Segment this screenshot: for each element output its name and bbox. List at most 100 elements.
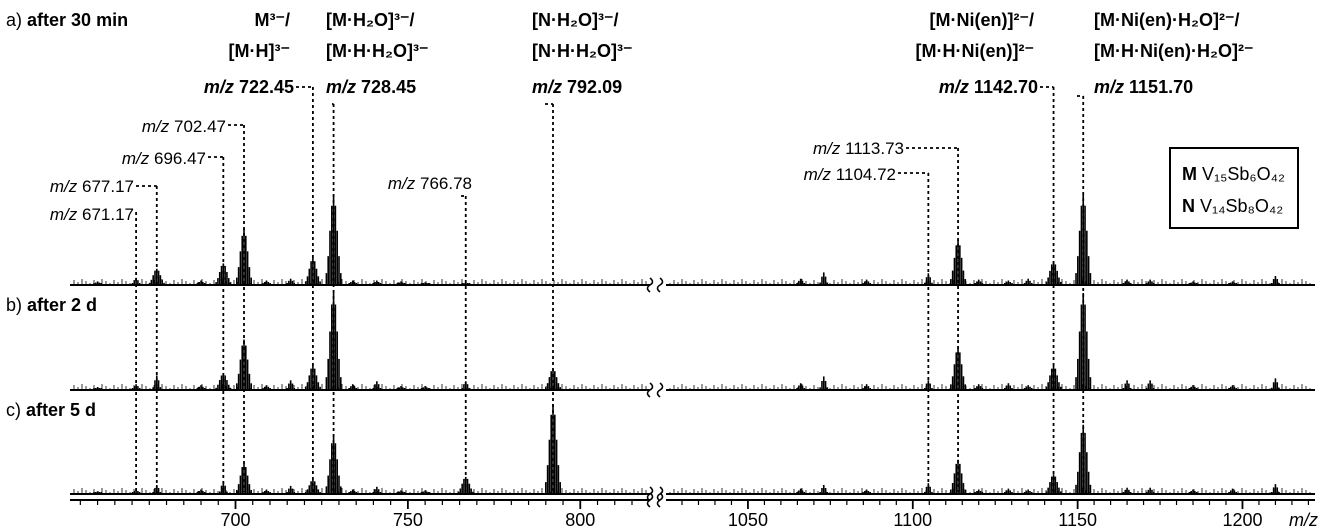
peak-702.47: [236, 463, 253, 494]
ion-label-722: M³⁻/ [M·H]³⁻ m/z 722.45: [204, 10, 294, 97]
peak-1165: [1122, 279, 1132, 285]
peak-696.47: [215, 373, 232, 390]
panel-label-a: a) after 30 min: [6, 10, 128, 30]
mz-label-1104: m/z 1104.72: [804, 165, 896, 184]
peak-677.17: [152, 375, 162, 390]
spectrum-panel-a: [70, 195, 1315, 293]
peak-755: [420, 386, 430, 390]
x-tick-label-1150: 1150: [1058, 510, 1097, 529]
peak-728.45: [325, 436, 342, 494]
peak-1142.7: [1045, 261, 1062, 285]
panel-label-c: c) after 5 d: [6, 400, 96, 420]
peak-748: [396, 281, 406, 285]
peak-722.45: [304, 258, 321, 285]
legend-item-M: M V₁₅Sb₆O₄₂: [1182, 164, 1285, 184]
peak-1151.7: [1075, 424, 1092, 494]
mz-label-702: m/z 702.47: [142, 117, 226, 136]
legend: M V₁₅Sb₆O₄₂ N V₁₄Sb₈O₄₂: [1169, 147, 1299, 229]
mz-label-766: m/z 766.78: [388, 174, 472, 193]
legend-item-N: N V₁₄Sb₈O₄₂: [1182, 196, 1283, 216]
peak-755: [420, 490, 430, 494]
peak-741: [372, 486, 382, 494]
peak-755: [420, 282, 430, 285]
peak-1185: [1188, 489, 1198, 494]
peak-1104.72: [923, 380, 933, 390]
peak-702.47: [236, 339, 253, 390]
ion-label-1142-line1: [M·Ni(en)]²⁻/: [930, 10, 1034, 30]
peak-660: [93, 491, 102, 494]
peak-690: [196, 280, 206, 285]
ion-label-728-line1: [M·H₂O]³⁻/: [326, 10, 414, 30]
mz-label-696: m/z 696.47: [122, 149, 206, 168]
ion-label-1151-line2: [M·H·Ni(en)·H₂O]²⁻: [1094, 41, 1253, 61]
ion-label-792-line2: [N·H·H₂O]³⁻: [532, 41, 632, 61]
peak-728.45: [325, 293, 342, 390]
peak-741: [372, 280, 382, 285]
ion-label-792-mz: m/z 792.09: [532, 77, 622, 97]
x-tick-label-700: 700: [220, 510, 250, 529]
ion-label-728-line2: [M·H·H₂O]³⁻: [326, 41, 428, 61]
ion-label-1151-mz: m/z 1151.70: [1094, 77, 1193, 97]
peak-1086: [862, 279, 872, 285]
x-tick-label-1100: 1100: [893, 510, 932, 529]
ion-label-722-line1: M³⁻/: [255, 10, 291, 30]
ion-label-792-line1: [N·H₂O]³⁻/: [532, 10, 618, 30]
peak-741: [372, 381, 382, 390]
peak-690: [196, 385, 206, 390]
peak-677.17: [148, 268, 165, 285]
peak-1120: [974, 279, 984, 285]
x-tick-label-1050: 1050: [728, 510, 768, 529]
ion-label-792: [N·H₂O]³⁻/ [N·H·H₂O]³⁻ m/z 792.09: [532, 10, 632, 97]
ion-label-728-mz: m/z 728.45: [326, 77, 416, 97]
ion-label-1142: [M·Ni(en)]²⁻/ [M·H·Ni(en)]²⁻ m/z 1142.70: [916, 10, 1038, 97]
x-axis: 700 750 800 1050 1100 1150 1200 m/z: [70, 492, 1318, 529]
peak-709: [262, 489, 271, 494]
peak-1142.7: [1045, 365, 1062, 390]
spectrum-panel-c: [70, 404, 1315, 502]
mz-label-1113: m/z 1113.73: [813, 139, 904, 158]
peak-1165: [1122, 487, 1132, 494]
peak-671.17: [131, 277, 141, 285]
x-tick-label-1200: 1200: [1222, 510, 1262, 529]
peak-1120: [974, 384, 984, 390]
ion-label-722-line2: [M·H]³⁻: [229, 41, 290, 61]
x-tick-label-800: 800: [565, 510, 595, 529]
peak-1151.7: [1075, 195, 1092, 285]
x-axis-label: m/z: [1289, 510, 1318, 529]
ion-label-1151-line1: [M·Ni(en)·H₂O]²⁻/: [1094, 10, 1239, 30]
ion-label-1142-line2: [M·H·Ni(en)]²⁻: [916, 41, 1034, 61]
peak-734: [348, 384, 358, 390]
mz-label-671: m/z 671.17: [50, 205, 134, 224]
peak-702.47: [236, 229, 253, 285]
peak-696.47: [215, 263, 232, 285]
ion-label-1151: [M·Ni(en)·H₂O]²⁻/ [M·H·Ni(en)·H₂O]²⁻ m/z…: [1094, 10, 1253, 97]
peak-748: [396, 490, 406, 494]
mz-label-677: m/z 677.17: [50, 177, 134, 196]
x-axis-break-mark: [646, 492, 664, 508]
peak-709: [262, 385, 271, 390]
peak-1066: [796, 488, 806, 494]
peak-1113.73: [950, 240, 967, 285]
peak-1185: [1188, 281, 1198, 285]
peak-696.47: [218, 481, 228, 494]
peak-734: [348, 280, 358, 285]
peak-1113.73: [950, 459, 967, 494]
peak-709: [262, 280, 271, 285]
peak-716: [286, 485, 296, 494]
peak-1086: [862, 384, 872, 390]
peak-1165: [1122, 380, 1132, 390]
spectra: [70, 195, 1315, 502]
peak-660: [93, 387, 102, 390]
peak-671.17: [131, 384, 141, 390]
peak-716: [286, 278, 296, 285]
peak-716: [286, 380, 296, 390]
peak-1066: [796, 383, 806, 390]
ion-label-1142-mz: m/z 1142.70: [939, 77, 1038, 97]
peak-1142.7: [1045, 474, 1062, 494]
peak-1086: [862, 489, 872, 494]
panel-label-b: b) after 2 d: [6, 295, 97, 315]
guide-lines: [135, 86, 1085, 492]
peak-690: [196, 489, 206, 494]
peak-1066: [796, 278, 806, 285]
